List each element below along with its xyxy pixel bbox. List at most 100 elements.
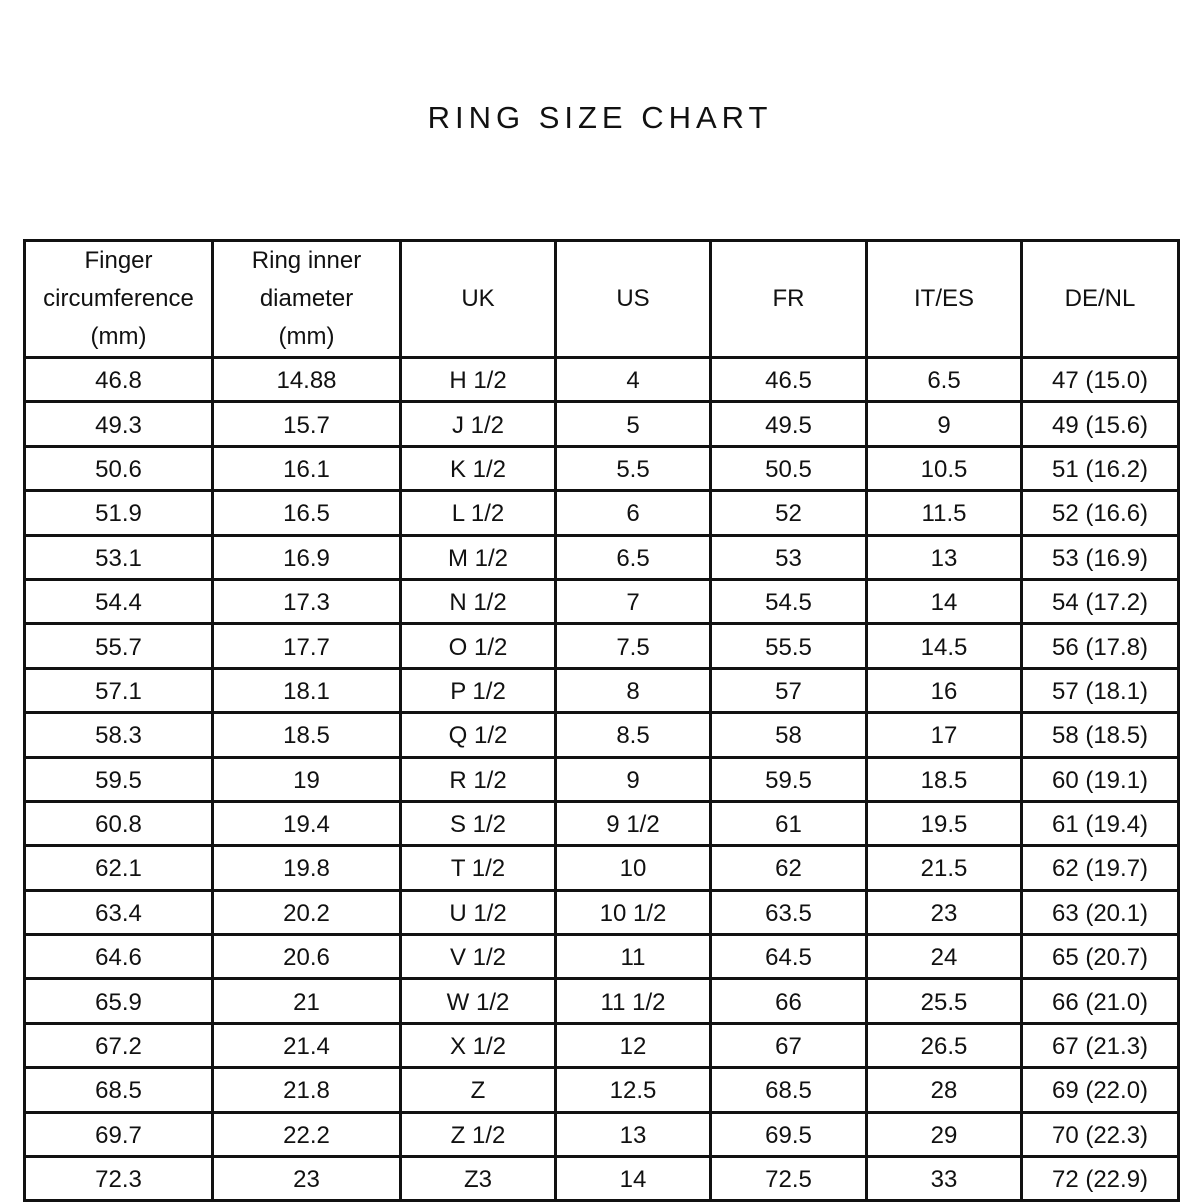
cell-fr: 54.5 xyxy=(709,577,868,626)
cell-ring-inner-diameter: 20.2 xyxy=(211,888,402,937)
cell-de-nl: 58 (18.5) xyxy=(1020,711,1180,759)
cell-ring-inner-diameter: 19.4 xyxy=(211,799,402,848)
cell-finger-circumference: 55.7 xyxy=(23,622,214,670)
cell-us: 6 xyxy=(554,489,712,537)
cell-uk: S 1/2 xyxy=(399,799,557,848)
table-body: 46.8 14.88 H 1/2 4 46.5 6.5 47 (15.0) 49.3 15.7 J… xyxy=(23,355,1180,1202)
table-row: 55.7 17.7 O 1/2 7.5 55.5 14.5 56 (17.8) xyxy=(23,622,1180,670)
cell-it-es: 16 xyxy=(865,666,1023,715)
cell-uk: W 1/2 xyxy=(399,977,557,1025)
cell-de-nl: 53 (16.9) xyxy=(1020,533,1180,581)
cell-us: 11 1/2 xyxy=(554,977,712,1025)
cell-ring-inner-diameter: 14.88 xyxy=(211,355,402,404)
table-row: 57.1 18.1 P 1/2 8 57 16 57 (18.1) xyxy=(23,666,1180,715)
header-line: DE/NL xyxy=(1064,285,1136,312)
cell-us: 9 1/2 xyxy=(554,799,712,848)
cell-de-nl: 57 (18.1) xyxy=(1020,666,1180,715)
cell-fr: 63.5 xyxy=(709,888,868,937)
cell-finger-circumference: 57.1 xyxy=(23,666,214,715)
cell-fr: 52 xyxy=(709,489,868,537)
cell-fr: 46.5 xyxy=(709,355,868,404)
cell-ring-inner-diameter: 21.4 xyxy=(211,1021,402,1070)
cell-ring-inner-diameter: 21 xyxy=(211,977,402,1025)
cell-fr: 72.5 xyxy=(709,1155,868,1202)
cell-fr: 50.5 xyxy=(709,444,868,493)
cell-finger-circumference: 65.9 xyxy=(23,977,214,1025)
table-row: 67.2 21.4 X 1/2 12 67 26.5 67 (21.3) xyxy=(23,1021,1180,1070)
cell-finger-circumference: 53.1 xyxy=(23,533,214,581)
cell-finger-circumference: 63.4 xyxy=(23,888,214,937)
cell-de-nl: 65 (20.7) xyxy=(1020,933,1180,981)
header-line: (mm) xyxy=(90,323,147,350)
cell-finger-circumference: 46.8 xyxy=(23,355,214,404)
cell-uk: Z xyxy=(399,1066,557,1114)
column-header-uk: UK xyxy=(399,239,557,359)
cell-uk: Q 1/2 xyxy=(399,711,557,759)
cell-fr: 68.5 xyxy=(709,1066,868,1114)
cell-de-nl: 56 (17.8) xyxy=(1020,622,1180,670)
cell-uk: V 1/2 xyxy=(399,933,557,981)
cell-uk: M 1/2 xyxy=(399,533,557,581)
header-line: FR xyxy=(772,285,805,312)
cell-it-es: 10.5 xyxy=(865,444,1023,493)
cell-finger-circumference: 60.8 xyxy=(23,799,214,848)
page-title: RING SIZE CHART xyxy=(427,100,773,135)
cell-it-es: 24 xyxy=(865,933,1023,981)
table-row: 72.3 23 Z3 14 72.5 33 72 (22.9) xyxy=(23,1155,1180,1202)
table-row: 62.1 19.8 T 1/2 10 62 21.5 62 (19.7) xyxy=(23,844,1180,892)
table-header-row: Finger circumference (mm) Ring inner diamete… xyxy=(23,239,1180,359)
table-row: 65.9 21 W 1/2 11 1/2 66 25.5 66 (21.0) xyxy=(23,977,1180,1025)
header-line: IT/ES xyxy=(913,285,974,312)
cell-fr: 62 xyxy=(709,844,868,892)
cell-uk: X 1/2 xyxy=(399,1021,557,1070)
cell-fr: 58 xyxy=(709,711,868,759)
cell-fr: 64.5 xyxy=(709,933,868,981)
cell-finger-circumference: 69.7 xyxy=(23,1110,214,1159)
cell-fr: 67 xyxy=(709,1021,868,1070)
cell-uk: Z3 xyxy=(399,1155,557,1202)
cell-us: 10 xyxy=(554,844,712,892)
table-row: 49.3 15.7 J 1/2 5 49.5 9 49 (15.6) xyxy=(23,400,1180,448)
cell-uk: J 1/2 xyxy=(399,400,557,448)
cell-finger-circumference: 50.6 xyxy=(23,444,214,493)
cell-uk: U 1/2 xyxy=(399,888,557,937)
cell-uk: R 1/2 xyxy=(399,755,557,803)
cell-ring-inner-diameter: 16.1 xyxy=(211,444,402,493)
cell-fr: 69.5 xyxy=(709,1110,868,1159)
cell-fr: 53 xyxy=(709,533,868,581)
header-line: US xyxy=(616,285,650,312)
cell-ring-inner-diameter: 19 xyxy=(211,755,402,803)
column-header-ring-inner-diameter: Ring inner diameter (mm) xyxy=(211,239,402,359)
cell-finger-circumference: 49.3 xyxy=(23,400,214,448)
cell-uk: N 1/2 xyxy=(399,577,557,626)
cell-it-es: 6.5 xyxy=(865,355,1023,404)
cell-ring-inner-diameter: 16.5 xyxy=(211,489,402,537)
cell-it-es: 29 xyxy=(865,1110,1023,1159)
cell-uk: H 1/2 xyxy=(399,355,557,404)
cell-finger-circumference: 51.9 xyxy=(23,489,214,537)
cell-us: 8.5 xyxy=(554,711,712,759)
cell-de-nl: 67 (21.3) xyxy=(1020,1021,1180,1070)
cell-de-nl: 61 (19.4) xyxy=(1020,799,1180,848)
cell-it-es: 21.5 xyxy=(865,844,1023,892)
header-line: Ring inner xyxy=(251,247,362,274)
cell-de-nl: 72 (22.9) xyxy=(1020,1155,1180,1202)
cell-uk: T 1/2 xyxy=(399,844,557,892)
cell-de-nl: 52 (16.6) xyxy=(1020,489,1180,537)
cell-us: 9 xyxy=(554,755,712,803)
cell-de-nl: 51 (16.2) xyxy=(1020,444,1180,493)
cell-fr: 59.5 xyxy=(709,755,868,803)
column-header-finger-circumference: Finger circumference (mm) xyxy=(23,239,214,359)
cell-us: 13 xyxy=(554,1110,712,1159)
cell-ring-inner-diameter: 20.6 xyxy=(211,933,402,981)
cell-it-es: 25.5 xyxy=(865,977,1023,1025)
cell-ring-inner-diameter: 21.8 xyxy=(211,1066,402,1114)
table-row: 59.5 19 R 1/2 9 59.5 18.5 60 (19.1) xyxy=(23,755,1180,803)
column-header-de-nl: DE/NL xyxy=(1020,239,1180,359)
cell-finger-circumference: 54.4 xyxy=(23,577,214,626)
cell-it-es: 11.5 xyxy=(865,489,1023,537)
table-row: 69.7 22.2 Z 1/2 13 69.5 29 70 (22.3) xyxy=(23,1110,1180,1159)
cell-it-es: 13 xyxy=(865,533,1023,581)
cell-finger-circumference: 59.5 xyxy=(23,755,214,803)
cell-ring-inner-diameter: 18.5 xyxy=(211,711,402,759)
